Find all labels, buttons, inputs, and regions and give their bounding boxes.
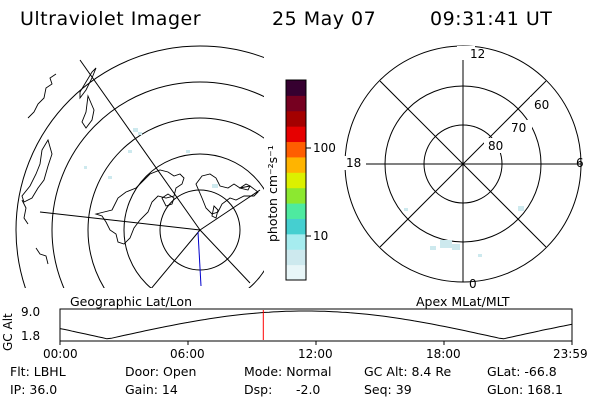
map-meridian (39, 211, 201, 231)
filter-info: Flt: LBHL (10, 364, 66, 379)
polar-lat-80: 80 (488, 139, 504, 153)
map-meridian (199, 189, 261, 231)
colorbar-band (286, 80, 306, 96)
colorbar-band (286, 110, 306, 127)
timeline-frame (59, 308, 573, 342)
geographic-label: Geographic Lat/Lon (70, 294, 192, 309)
colorbar-band (286, 218, 306, 235)
timeline-x-tick: 00:00 (43, 347, 78, 361)
colorbar-band (286, 141, 306, 158)
seq-info: Seq: 39 (364, 382, 412, 397)
timeline-x-tick: 23:59 (553, 347, 588, 361)
map-emission (84, 128, 218, 188)
glat-info: GLat: -66.8 (487, 364, 557, 379)
dsp-value: -2.0 (296, 382, 321, 397)
time-label: 09:31:41 UT (430, 8, 553, 30)
colorbar-band (286, 187, 306, 204)
timeline-ticks (59, 341, 573, 345)
map-lat-circle (123, 153, 264, 288)
polar-mlt-18: 18 (346, 156, 362, 170)
timeline-x-tick: 06:00 (170, 347, 205, 361)
colorbar-band (286, 172, 306, 189)
colorbar-scale (286, 80, 306, 281)
polar-mlt-6: 6 (576, 156, 584, 170)
map-meridian (151, 229, 201, 288)
mode-info: Mode: Normal (244, 364, 332, 379)
colorbar-band (286, 249, 306, 266)
apex-label: Apex MLat/MLT (416, 294, 510, 309)
gc-alt-info: GC Alt: 8.4 Re (364, 364, 452, 379)
map-meridian (199, 229, 251, 284)
map-lat-circle (51, 81, 264, 288)
timeline-x-tick: 18:00 (426, 347, 461, 361)
colorbar-band (286, 264, 306, 281)
altitude-curve (59, 310, 573, 340)
colorbar-band (286, 95, 306, 112)
door-info: Door: Open (125, 364, 197, 379)
map-lat-circle (15, 45, 264, 288)
timeline-axis-label: GC Alt (1, 313, 15, 351)
colorbar-band (286, 203, 306, 219)
colorbar-band (286, 126, 306, 143)
ip-info: IP: 36.0 (10, 382, 58, 397)
polar-lat-60: 60 (534, 98, 550, 112)
polar-diagonal (379, 80, 547, 248)
glon-info: GLon: 168.1 (487, 382, 563, 397)
gain-info: Gain: 14 (125, 382, 178, 397)
map-coastlines (21, 67, 259, 265)
colorbar-tick-100: 100 (313, 141, 336, 155)
colorbar-band (286, 156, 306, 173)
colorbar-band (286, 233, 306, 250)
polar-emission (404, 206, 524, 257)
timeline-y-bottom: 1.8 (21, 329, 41, 343)
timeline-y-top: 9.0 (21, 305, 41, 319)
date-label: 25 May 07 (272, 8, 377, 30)
polar-lat-70: 70 (511, 121, 527, 135)
polar-mlt-12: 12 (470, 47, 486, 61)
colorbar-tick-10: 10 (313, 229, 329, 243)
polar-mlt-0: 0 (469, 277, 477, 291)
map-meridian (79, 59, 201, 231)
footprint-line (197, 231, 202, 287)
dsp-info: Dsp: (244, 382, 273, 397)
map-lat-circle (87, 117, 264, 288)
instrument-title: Ultraviolet Imager (20, 8, 202, 30)
timeline-x-tick: 12:00 (298, 347, 333, 361)
